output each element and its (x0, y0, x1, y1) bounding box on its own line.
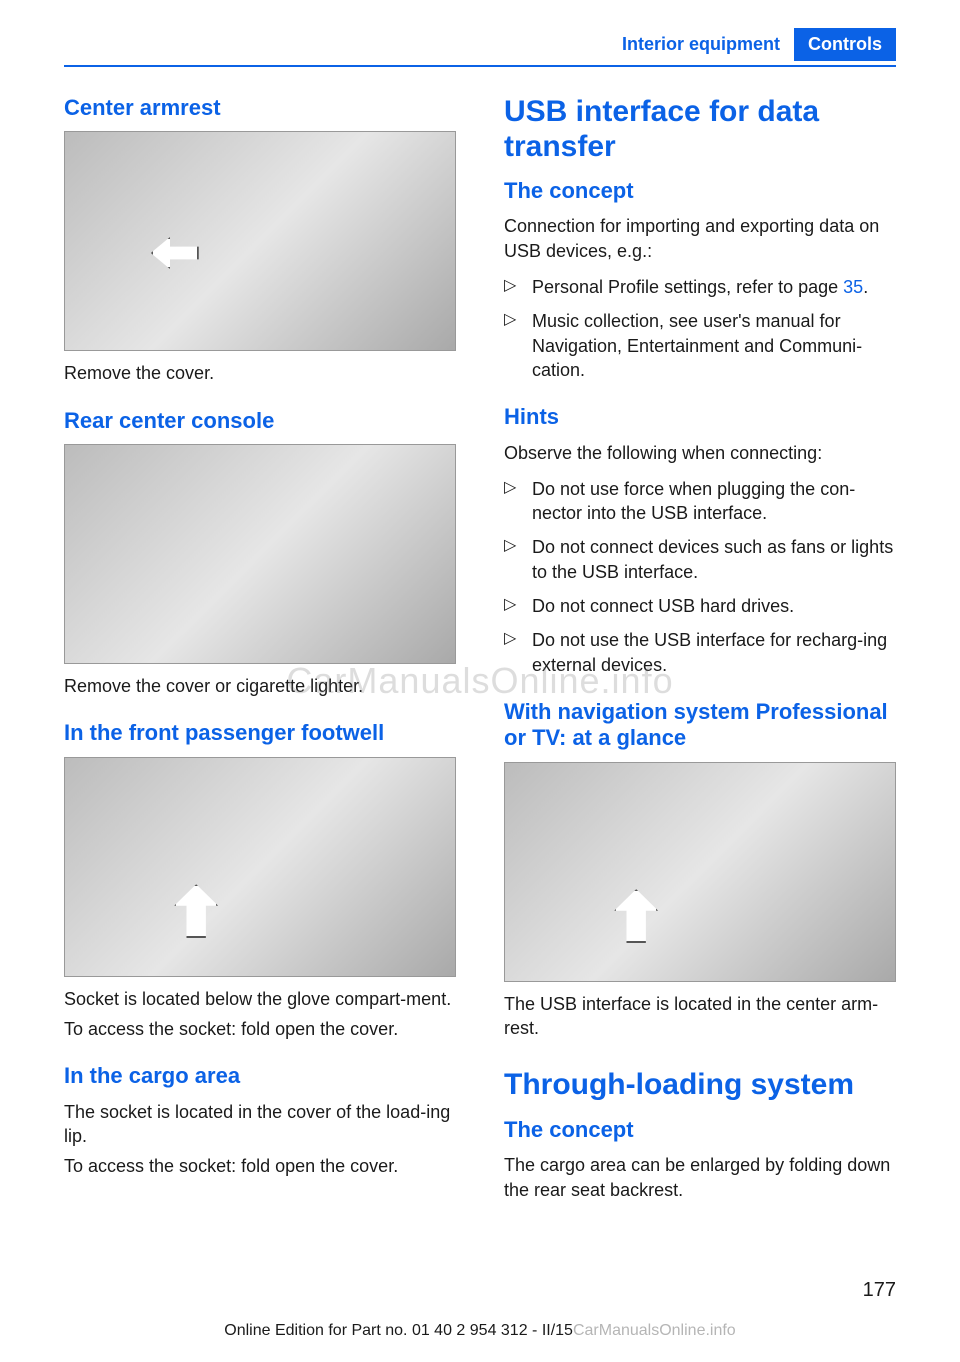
list-item: Do not use the USB interface for recharg… (504, 628, 896, 677)
text-cargo-1: The socket is located in the cover of th… (64, 1100, 456, 1149)
list-item: Music collection, see user's manual for … (504, 309, 896, 382)
page-header: Interior equipment Controls (64, 28, 896, 61)
list-item-text: Music collection, see user's manual for … (532, 311, 862, 380)
text-footwell-1: Socket is located below the glove compar… (64, 987, 456, 1011)
figure-footwell (64, 757, 456, 977)
list-item: Do not use force when plugging the con‐n… (504, 477, 896, 526)
header-rule (64, 65, 896, 67)
text-hints: Observe the following when connecting: (504, 441, 896, 465)
figure-rear-console (64, 444, 456, 664)
heading-hints: Hints (504, 404, 896, 430)
list-item: Personal Profile settings, refer to page… (504, 275, 896, 299)
heading-cargo: In the cargo area (64, 1063, 456, 1089)
page-root: Interior equipment Controls Center armre… (0, 0, 960, 1362)
heading-usb-concept: The concept (504, 178, 896, 204)
column-left: Center armrest Remove the cover. Rear ce… (64, 95, 456, 1214)
heading-rear-console: Rear center console (64, 408, 456, 434)
heading-through-loading: Through-loading system (504, 1068, 896, 1103)
header-section: Interior equipment (608, 28, 794, 61)
heading-footwell: In the front passenger footwell (64, 720, 456, 746)
footer-text: Online Edition for Part no. 01 40 2 954 … (224, 1322, 573, 1339)
page-ref-link[interactable]: 35 (843, 277, 863, 297)
content-columns: Center armrest Remove the cover. Rear ce… (64, 95, 896, 1214)
text-through-concept: The cargo area can be enlarged by foldin… (504, 1153, 896, 1202)
list-item-text: Do not use force when plugging the con‐n… (532, 479, 855, 523)
page-number: 177 (863, 1279, 896, 1302)
heading-through-concept: The concept (504, 1117, 896, 1143)
list-item-text: Do not use the USB interface for recharg… (532, 630, 887, 674)
list-item-text: Do not connect USB hard drives. (532, 596, 794, 616)
list-item-text: Personal Profile settings, refer to page (532, 277, 843, 297)
footer: Online Edition for Part no. 01 40 2 954 … (0, 1322, 960, 1340)
text-usb-concept: Connection for importing and exporting d… (504, 214, 896, 263)
footer-watermark: CarManualsOnline.info (573, 1322, 736, 1339)
list-usb-concept: Personal Profile settings, refer to page… (504, 275, 896, 382)
list-item: Do not connect devices such as fans or l… (504, 535, 896, 584)
list-item-text: Do not connect devices such as fans or l… (532, 537, 893, 581)
text-rear-console: Remove the cover or cigarette lighter. (64, 674, 456, 698)
text-glance: The USB interface is located in the cent… (504, 992, 896, 1041)
list-item-text-post: . (863, 277, 868, 297)
header-chapter: Controls (794, 28, 896, 61)
heading-usb: USB interface for data transfer (504, 95, 896, 164)
heading-glance: With navigation system Professional or T… (504, 699, 896, 752)
list-item: Do not connect USB hard drives. (504, 594, 896, 618)
text-center-armrest: Remove the cover. (64, 361, 456, 385)
list-hints: Do not use force when plugging the con‐n… (504, 477, 896, 677)
text-footwell-2: To access the socket: fold open the cove… (64, 1017, 456, 1041)
heading-center-armrest: Center armrest (64, 95, 456, 121)
figure-center-armrest (64, 131, 456, 351)
column-right: USB interface for data transfer The conc… (504, 95, 896, 1214)
text-cargo-2: To access the socket: fold open the cove… (64, 1154, 456, 1178)
figure-glance (504, 762, 896, 982)
